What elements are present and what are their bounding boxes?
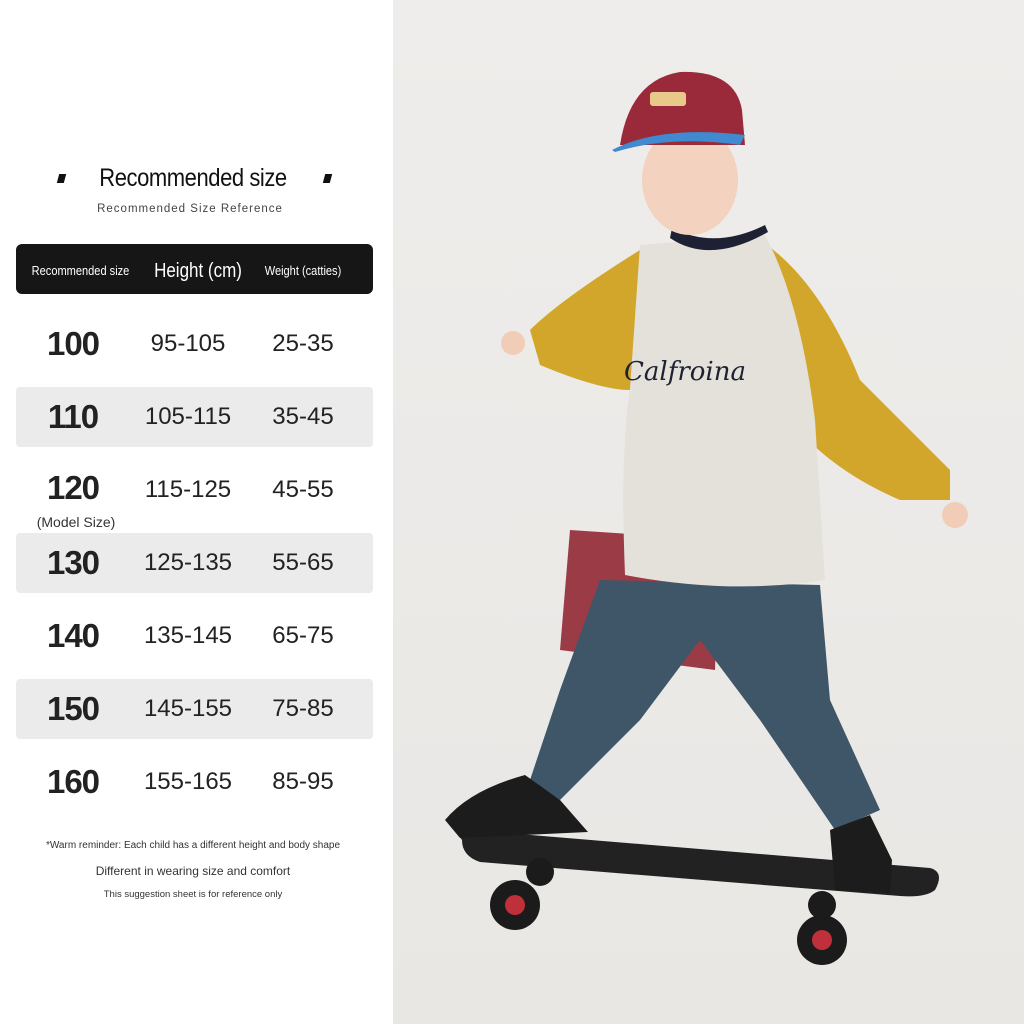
table-row: 140 135-145 65-75 <box>16 606 373 666</box>
cell-size: 120 <box>46 469 100 506</box>
cell-size: 100 <box>46 325 100 362</box>
cell-size: 160 <box>46 763 100 800</box>
chart-title: Recommended size <box>99 164 287 192</box>
size-chart-panel: Recommended size Recommended Size Refere… <box>0 0 393 1024</box>
table-row: 120 115-125 45-55 <box>16 460 373 520</box>
header-size: Recommended size <box>31 263 130 278</box>
skateboarder-illustration: Calfroina <box>445 71 968 965</box>
table-row: 110 105-115 35-45 <box>16 387 373 447</box>
cell-size: 150 <box>46 690 100 727</box>
cell-weight: 65-75 <box>272 622 334 649</box>
shirt-print: Calfroina <box>624 357 746 387</box>
cell-weight: 35-45 <box>272 403 334 430</box>
cell-height: 135-145 <box>143 622 233 649</box>
table-row: 130 125-135 55-65 <box>16 533 373 593</box>
chart-subtitle: Recommended Size Reference <box>97 203 283 215</box>
table-row: 100 95-105 25-35 <box>16 314 373 374</box>
header-weight: Weight (catties) <box>264 263 342 278</box>
cell-size: 140 <box>46 617 100 654</box>
cell-size: 110 <box>47 398 99 435</box>
header-height: Height (cm) <box>154 260 242 282</box>
table-row: 160 155-165 85-95 <box>16 752 373 812</box>
footer-reminder: *Warm reminder: Each child has a differe… <box>45 840 341 851</box>
table-row: 150 145-155 75-85 <box>16 679 373 739</box>
cell-weight: 85-95 <box>272 768 334 795</box>
cell-size: 130 <box>46 544 100 581</box>
model-photo: Calfroina <box>393 0 1024 1024</box>
model-size-note: (Model Size) <box>36 514 116 530</box>
cell-height: 105-115 <box>144 403 232 430</box>
cell-height: 125-135 <box>143 549 233 576</box>
cell-height: 95-105 <box>150 330 226 357</box>
cell-weight: 75-85 <box>272 695 334 722</box>
cell-height: 115-125 <box>144 476 232 503</box>
cell-weight: 55-65 <box>272 549 334 576</box>
footer-line3: This suggestion sheet is for reference o… <box>103 889 283 900</box>
cell-height: 155-165 <box>143 768 233 795</box>
cell-weight: 25-35 <box>272 330 334 357</box>
cell-weight: 45-55 <box>272 476 334 503</box>
table-header: Recommended size Height (cm) Weight (cat… <box>16 244 373 294</box>
cell-height: 145-155 <box>143 695 233 722</box>
footer-line2: Different in wearing size and comfort <box>95 864 291 878</box>
